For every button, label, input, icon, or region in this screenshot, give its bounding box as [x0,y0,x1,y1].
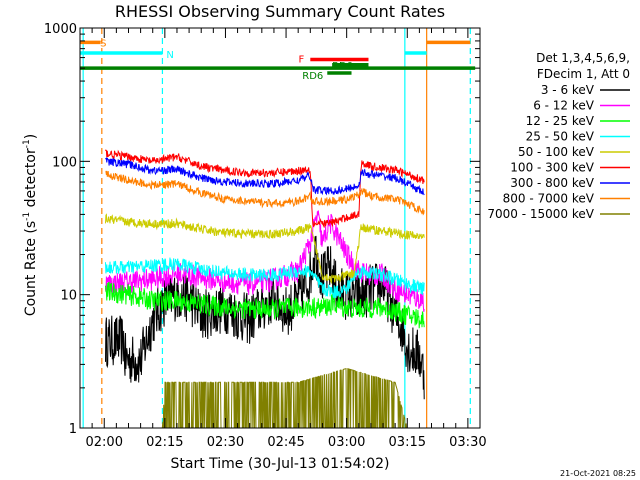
series-line-2 [105,281,425,329]
y-axis-label: Count Rate (s-1 detector-1) [22,134,39,316]
legend: Det 1,3,4,5,6,9, FDecim 1, Att 0 3 - 6 k… [487,51,630,221]
series-4 [105,213,425,285]
flag-label-5: RD6 [302,71,323,82]
legend-label-2: 12 - 25 keV [526,114,595,128]
flag-label-4: RD0 [332,61,353,72]
y-axis-label-main: Count Rate (s [23,221,39,316]
series-line-4 [105,213,425,285]
y-tick-label-2: 100 [52,155,77,170]
x-tick-label-1: 02:15 [146,435,183,450]
x-tick-label-3: 02:45 [267,435,304,450]
legend-label-3: 25 - 50 keV [526,130,595,144]
flag-label-1: N [166,50,173,61]
legend-label-8: 7000 - 15000 keV [487,207,594,221]
series-3 [105,257,425,299]
x-tick-label-4: 03:00 [328,435,365,450]
y-axis-label-end: ) [23,134,39,139]
y-tick-label-1: 10 [60,289,77,304]
legend-label-5: 100 - 300 keV [510,161,594,175]
y-axis-label-sup1: -1 [22,212,32,221]
series-line-3 [105,257,425,299]
series-line-7 [105,170,425,216]
series-7 [105,170,425,216]
footer-timestamp: 21-Oct-2021 08:25 [560,469,636,478]
flag-label-3: F [299,55,305,66]
legend-label-6: 300 - 800 keV [510,176,594,190]
y-axis-label-sup2: -1 [22,139,32,148]
y-tick-label-3: 1000 [44,22,77,37]
series-line-0 [105,235,425,400]
x-tick-label-2: 02:30 [207,435,244,450]
legend-label-4: 50 - 100 keV [518,145,595,159]
y-tick-label-0: 1 [69,422,77,437]
plot-frame [79,27,481,429]
series-0 [105,235,425,400]
series-2 [105,281,425,329]
y-axis-label-mid: detector [23,148,39,212]
series-5 [105,149,425,228]
legend-label-7: 800 - 7000 keV [503,192,595,206]
x-tick-label-6: 03:30 [449,435,486,450]
series-line-5 [105,149,425,228]
legend-header-1: Det 1,3,4,5,6,9, [536,51,630,65]
chart-title: RHESSI Observing Summary Count Rates [115,2,445,21]
series-8 [105,367,425,428]
legend-header-2: FDecim 1, Att 0 [537,67,630,81]
legend-label-1: 6 - 12 keV [533,99,595,113]
flag-label-0: S [100,38,106,49]
series-line-6 [105,157,425,196]
plot-area: S N F RD0 RD6 1 10 100 1000 02:00 02:15 02:30 02:45 0… [44,22,487,450]
x-tick-label-5: 03:15 [389,435,426,450]
x-axis-label: Start Time (30-Jul-13 01:54:02) [170,456,389,472]
series-6 [105,157,425,196]
plot-content [82,28,471,428]
x-tick-label-0: 02:00 [86,435,123,450]
legend-label-0: 3 - 6 keV [541,83,595,97]
series-line-8 [105,367,425,428]
